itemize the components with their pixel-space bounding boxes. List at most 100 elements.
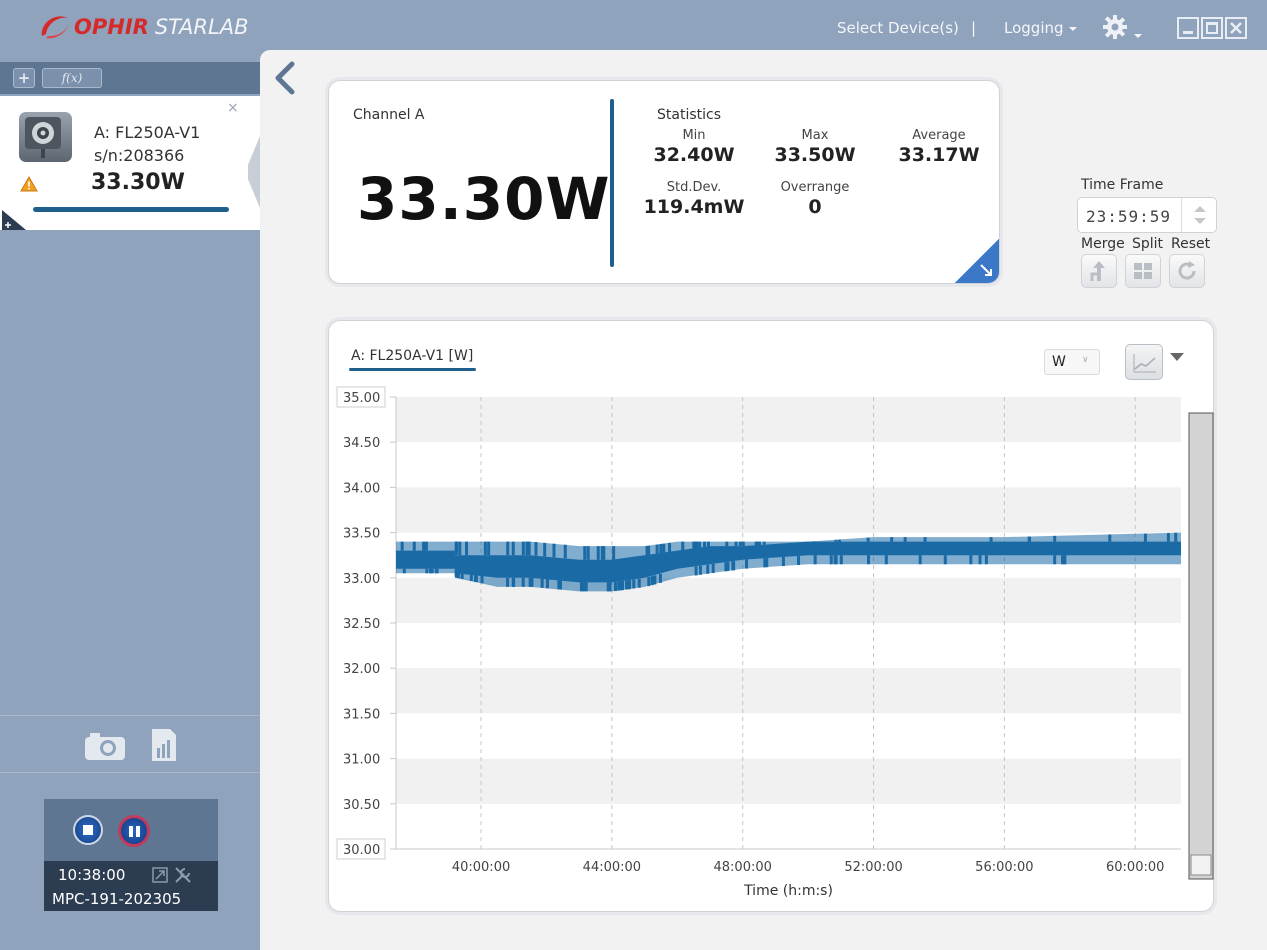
series-spike [647,577,651,587]
time-frame-value[interactable]: 23:59:59 [1086,207,1172,226]
series-spike [583,546,587,560]
series-spike [693,541,697,549]
series-spike [435,568,439,574]
stat-std-dev-value: 119.4mW [643,196,745,218]
y-tick-label: 34.50 [343,436,380,451]
time-frame-spinner[interactable] [1181,198,1217,232]
settings-tools-icon[interactable] [174,866,192,884]
export-icon[interactable] [152,867,168,883]
chart-type-button[interactable] [1125,344,1163,380]
series-spike [658,573,662,583]
add-device-button[interactable]: + [13,68,35,88]
pause-icon[interactable] [118,815,150,847]
series-spike [694,566,698,576]
device-card[interactable]: × A: FL250A-V1 s/n:208366 33.30W [0,96,260,230]
series-spike [662,543,666,553]
series-spike [579,582,583,592]
merge-button[interactable] [1081,254,1117,288]
series-spike [525,541,529,556]
unit-select-value: W [1052,354,1066,370]
series-spike [650,576,654,586]
series-spike [613,582,617,592]
series-spike [637,578,641,588]
device-name: A: FL250A-V1 [94,123,201,142]
stat-std-dev-label: Std.Dev. [666,180,722,195]
series-spike [581,582,585,592]
stop-icon[interactable] [73,815,103,845]
series-spike [741,541,745,547]
spinner-arrows-icon[interactable] [1182,198,1218,232]
camera-icon[interactable] [84,731,126,761]
series-spike [833,555,837,565]
y-tick-label: 32.50 [343,617,380,632]
settings-menu[interactable] [1102,14,1143,44]
series-spike [978,555,982,565]
series-spike [402,568,406,574]
series-spike [1063,555,1067,565]
series-spike [512,577,516,587]
series-spike [563,544,567,559]
capture-actions [0,715,260,773]
stat-average: Average 33.17W [879,128,999,166]
series-spike [424,541,428,551]
close-icon[interactable] [1225,17,1247,39]
series-spike [506,577,510,587]
series-spike [584,582,588,592]
device-card-handle[interactable] [248,136,260,208]
maximize-icon[interactable] [1201,17,1223,39]
select-devices-menu[interactable]: Select Device(s) [837,19,959,37]
y-tick-box [336,838,386,860]
time-frame-input[interactable]: 23:59:59 [1077,197,1217,233]
series-spike [558,580,562,590]
series-spike [1143,533,1147,542]
close-icon[interactable]: × [227,100,239,116]
x-tick-label: 52:00:00 [844,860,902,875]
split-button[interactable] [1125,254,1161,288]
math-channel-button[interactable]: f(x) [42,68,102,88]
device-serial: s/n:208366 [94,146,185,165]
series-spike [540,578,544,588]
collapse-sidebar-icon[interactable] [270,60,298,100]
series-spike [813,555,817,565]
chart-legend[interactable]: A: FL250A-V1 [W] [351,348,474,364]
report-icon[interactable] [150,728,178,762]
fx-label: f(x) [61,71,83,85]
reset-button[interactable] [1169,254,1205,288]
channel-divider [610,99,614,267]
series-spike [829,555,833,565]
chart-plot[interactable]: 35.00 34.50 34.00 33.50 33.00 32.50 32.00 31.50… [329,321,1215,913]
minimize-icon[interactable] [1177,17,1199,39]
series-spike [469,574,473,581]
grid-band [396,668,1181,714]
stat-min-label: Min [682,128,706,143]
chart-scrollbar[interactable] [1188,412,1214,880]
series-spike [530,577,534,587]
series-spike [711,564,715,574]
logging-menu[interactable]: Logging [1004,19,1078,37]
series-spike [745,559,749,569]
series-spike [1053,555,1057,565]
expand-corner-icon[interactable] [2,210,26,230]
line-chart-icon [1133,354,1156,373]
warning-icon[interactable] [20,176,38,192]
chart-options-dropdown-icon[interactable] [1170,353,1184,361]
series-spike [738,541,742,547]
chart-scrollbar-thumb[interactable] [1190,854,1212,876]
series-spike [425,568,429,574]
series-spike [1108,534,1112,542]
series-spike [757,541,761,546]
channel-label: Channel A [353,107,425,123]
series-spike [834,539,838,542]
series-spike [984,555,988,565]
series-spike [890,537,894,542]
chevron-down-icon [1133,34,1142,38]
expand-display-icon[interactable] [955,239,999,283]
main-area: Channel A 33.30W Statistics Min 32.40W M… [260,50,1267,950]
time-frame-label: Time Frame [1081,177,1164,193]
series-spike [506,541,510,556]
grid-band [396,397,1181,443]
stat-max: Max 33.50W [755,128,875,166]
series-spike [602,546,606,560]
ophir-logo-icon [41,16,69,39]
unit-select[interactable]: W ∨ [1044,349,1100,375]
